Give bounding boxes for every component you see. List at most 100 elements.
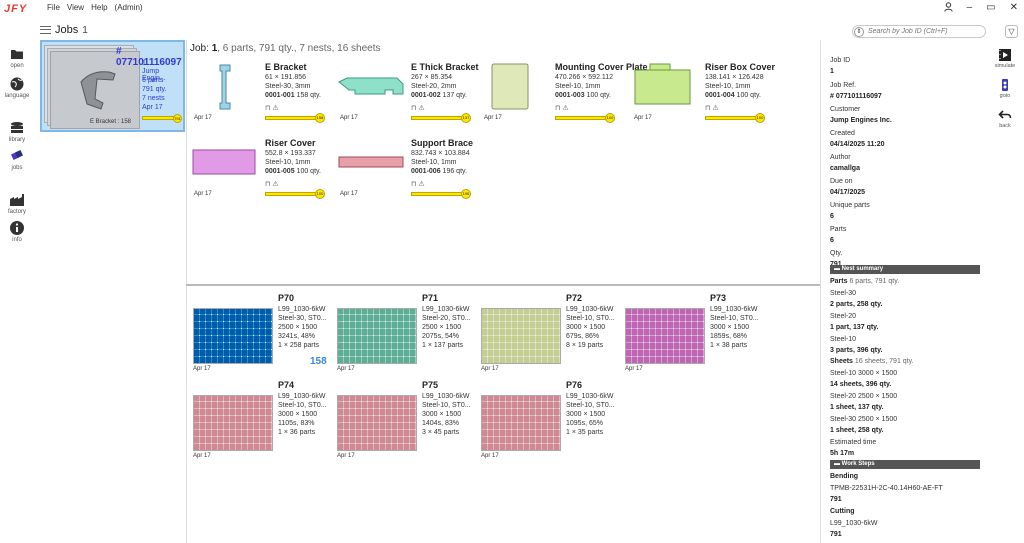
bend-icon: ⊓ ⚠ <box>265 105 279 112</box>
detail-label: Created <box>830 130 855 137</box>
part-code-qty: 0001-002 137 qty. <box>411 92 467 99</box>
bend-icon: ⊓ ⚠ <box>705 105 719 112</box>
job-thumbnail <box>50 51 140 129</box>
nest-summary-header[interactable]: ▬ Nest summary <box>830 265 980 274</box>
toolbar-goto[interactable]: goto <box>990 78 1020 99</box>
nest-card[interactable]: P71 L99_1030-6kW Steel-20, ST0... 2500 × 15… <box>332 293 474 377</box>
part-material: Steel-10, 1mm <box>555 83 601 90</box>
ws-bending-qty: 791 <box>830 496 842 503</box>
work-steps-header[interactable]: ▬ Work Steps <box>830 460 980 469</box>
nest-card[interactable]: P73 L99_1030-6kW Steel-10, ST0... 3000 × 15… <box>620 293 762 377</box>
part-progress-badge: 100 <box>605 113 615 123</box>
part-code-qty: 0001-004 100 qty. <box>705 92 761 99</box>
user-icon[interactable] <box>943 2 953 15</box>
part-card[interactable]: E Bracket 61 × 191.856 Steel-30, 3mm 0001-0… <box>190 62 330 132</box>
toolbar-factory[interactable]: factory <box>0 192 34 215</box>
part-card[interactable]: Mounting Cover Plate 470.266 × 592.112 Ste… <box>480 62 648 132</box>
job-progress-bar <box>142 116 176 120</box>
nest-time: 1105s, 83% <box>278 420 315 427</box>
nest-date: Apr 17 <box>337 366 355 372</box>
bend-icon: ⊓ ⚠ <box>411 181 425 188</box>
part-card[interactable]: Riser Box Cover 138.141 × 126.428 Steel-10… <box>630 62 775 132</box>
film-icon <box>999 49 1011 61</box>
nest-parts: 1 × 38 parts <box>710 342 748 349</box>
part-progress-badge: 100 <box>315 189 325 199</box>
part-card[interactable]: E Thick Bracket 267 × 85.354 Steel-20, 2mm… <box>336 62 479 132</box>
nest-machine: L99_1030-6kW <box>278 393 326 400</box>
nest-name: P76 <box>566 380 583 390</box>
nest-card[interactable]: P74 L99_1030-6kW Steel-10, ST0... 3000 × 15… <box>188 380 330 464</box>
bend-icon: ⊓ ⚠ <box>555 105 569 112</box>
nest-time: 679s, 86% <box>566 333 600 340</box>
menu-file[interactable]: File <box>47 3 60 12</box>
close-button[interactable]: ✕ <box>1009 2 1018 13</box>
part-code-qty: 0001-006 196 qty. <box>411 168 467 175</box>
nest-date: Apr 17 <box>481 366 499 372</box>
toolbar-jobs[interactable]: jobs <box>0 148 34 171</box>
minimize-button[interactable]: – <box>966 2 973 13</box>
nest-card[interactable]: P76 L99_1030-6kW Steel-10, ST0... 3000 × 15… <box>476 380 618 464</box>
part-progress-badge: 137 <box>461 113 471 123</box>
nest-name: P74 <box>278 380 295 390</box>
nest-material: Steel-10, ST0... <box>422 402 471 409</box>
menu-help[interactable]: Help <box>91 3 108 12</box>
nest-size: 3000 × 1500 <box>710 324 750 331</box>
nest-machine: L99_1030-6kW <box>710 306 758 313</box>
nest-preview <box>193 395 273 451</box>
job-line-nests: 7 nests <box>142 95 165 102</box>
part-dims: 832.743 × 103.884 <box>411 150 470 157</box>
part-code-qty: 0001-001 158 qty. <box>265 92 321 99</box>
nest-material: Steel-20, ST0... <box>422 315 471 322</box>
part-name: Mounting Cover Plate <box>555 62 648 72</box>
toolbar-open[interactable]: open <box>0 46 34 69</box>
filter-icon[interactable]: ▽ <box>1005 25 1018 38</box>
toolbar-simulate[interactable]: simulate <box>990 48 1020 69</box>
job-ref: # 077101116097 <box>116 46 182 68</box>
menu-admin[interactable]: (Admin) <box>114 3 143 12</box>
bend-icon: ⊓ ⚠ <box>411 105 425 112</box>
collapse-icon: ▬ <box>834 266 842 272</box>
job-caption: E Bracket : 158 <box>90 119 132 125</box>
collapse-icon: ▬ <box>834 461 842 467</box>
jobs-title: Jobs <box>55 24 79 36</box>
part-date: Apr 17 <box>194 115 212 121</box>
jobs-icon <box>11 150 23 160</box>
part-card[interactable]: Support Brace 832.743 × 103.884 Steel-10, … <box>336 138 476 208</box>
hamburger-icon[interactable] <box>40 26 51 34</box>
nest-size: 3000 × 1500 <box>566 411 606 418</box>
factory-icon <box>10 194 24 206</box>
goto-icon <box>1002 79 1008 91</box>
toolbar-back[interactable]: back <box>990 108 1020 129</box>
detail-customer: Jump Engines Inc. <box>830 117 892 124</box>
app-logo: JFY <box>4 3 28 15</box>
nest-card[interactable]: P72 L99_1030-6kW Steel-10, ST0... 3000 × 15… <box>476 293 618 377</box>
part-progress-bar <box>265 116 319 120</box>
job-line-date: Apr 17 <box>142 104 163 111</box>
search-input[interactable] <box>868 26 978 37</box>
detail-job-id: 1 <box>830 68 834 75</box>
nest-card[interactable]: P70 L99_1030-6kW Steel-30, ST0... 2500 × 15… <box>188 293 330 377</box>
nest-time: 1404s, 83% <box>422 420 459 427</box>
nest-preview <box>193 308 273 364</box>
job-card[interactable]: # 077101116097 1 Jump Engin... 6 parts 7… <box>40 40 185 132</box>
part-card[interactable]: Riser Cover 552.8 × 193.337 Steel-10, 1mm 0… <box>190 138 330 208</box>
job-progress-badge: 791 <box>173 114 182 123</box>
nest-machine: L99_1030-6kW <box>278 306 326 313</box>
menu-view[interactable]: View <box>66 3 85 12</box>
toolbar-library[interactable]: library <box>0 120 34 143</box>
sort-icon[interactable]: ⇕ <box>854 27 864 37</box>
ns-sheet: Steel-10 3000 × 1500 <box>830 370 898 377</box>
toolbar-language[interactable]: language <box>0 76 34 99</box>
ws-cutting-machine: L99_1030-6kW <box>830 520 878 527</box>
part-name: Riser Cover <box>265 138 316 148</box>
toolbar-info[interactable]: info <box>0 220 34 243</box>
ns-material-value: 3 parts, 396 qty. <box>830 347 883 354</box>
restore-button[interactable]: ▭ <box>986 2 996 13</box>
nest-card[interactable]: P75 L99_1030-6kW Steel-10, ST0... 3000 × 15… <box>332 380 474 464</box>
part-name: Support Brace <box>411 138 474 148</box>
ns-material-value: 2 parts, 258 qty. <box>830 301 883 308</box>
part-preview <box>634 63 691 105</box>
part-material: Steel-20, 2mm <box>411 83 457 90</box>
part-preview <box>338 77 404 95</box>
splitter[interactable] <box>186 284 820 286</box>
